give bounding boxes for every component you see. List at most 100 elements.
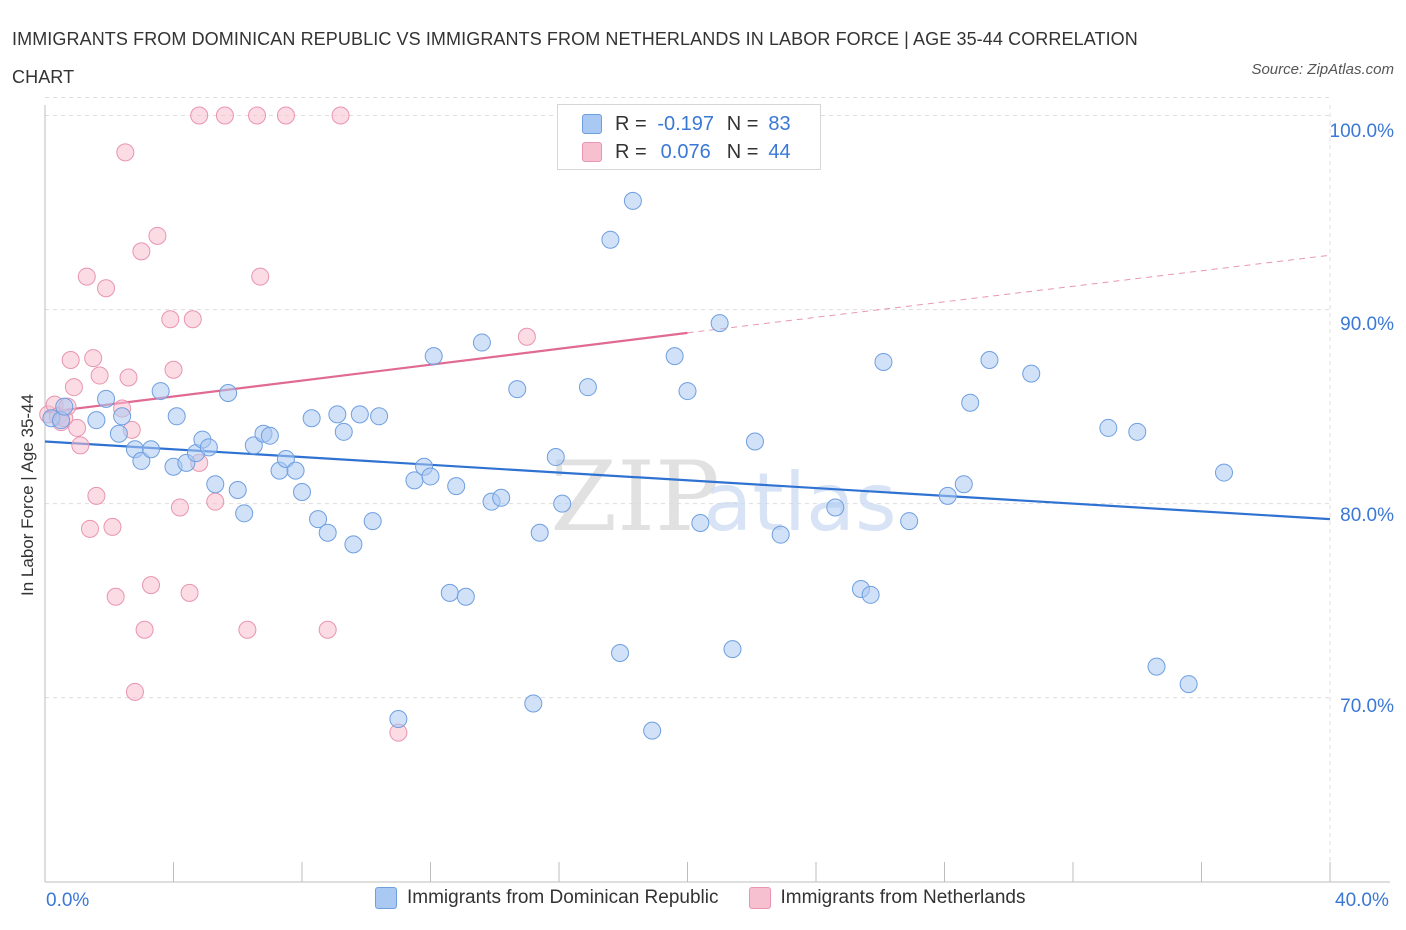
dominican-points <box>42 191 1233 740</box>
point-netherlands <box>71 436 90 455</box>
point-dominican <box>87 411 106 430</box>
point-dominican <box>530 523 549 542</box>
point-netherlands <box>331 106 350 125</box>
point-dominican <box>723 640 742 659</box>
point-dominican <box>665 347 684 366</box>
point-netherlands <box>517 327 536 346</box>
point-dominican <box>1099 418 1118 437</box>
point-dominican <box>508 380 527 399</box>
point-netherlands <box>119 368 138 387</box>
point-dominican <box>861 585 880 604</box>
point-netherlands <box>125 682 144 701</box>
legend-swatch-pink <box>582 142 602 162</box>
legend-r-label: R = <box>615 112 647 135</box>
point-dominican <box>199 438 218 457</box>
point-netherlands <box>276 106 295 125</box>
point-netherlands <box>90 366 109 385</box>
x-tick-40: 40.0% <box>1335 890 1389 911</box>
point-netherlands <box>135 620 154 639</box>
point-dominican <box>167 407 186 426</box>
legend-n-label: N = <box>726 140 759 163</box>
source-label: Source: ZipAtlas.com <box>1251 61 1394 78</box>
trend-line-dominican <box>44 440 1331 521</box>
point-dominican <box>1214 463 1233 482</box>
point-dominican <box>578 378 597 397</box>
point-dominican <box>961 393 980 412</box>
point-netherlands <box>215 106 234 125</box>
point-netherlands <box>251 267 270 286</box>
point-netherlands <box>142 576 161 595</box>
legend-n-value: 44 <box>768 140 791 163</box>
point-dominican <box>350 405 369 424</box>
legend-row-netherlands: R = 0.076 N = 44 <box>582 140 791 164</box>
point-dominican <box>1179 675 1198 694</box>
axes <box>44 105 1390 883</box>
point-dominican <box>623 191 642 210</box>
y-tick-80: 80.0% <box>1340 505 1394 526</box>
legend-r-value: 0.076 <box>660 140 711 163</box>
point-dominican <box>293 482 311 501</box>
point-dominican <box>447 477 466 496</box>
legend-row-dominican: R = -0.197 N = 83 <box>582 112 791 136</box>
legend-r-label: R = <box>615 140 647 163</box>
netherlands-points <box>39 106 536 742</box>
point-netherlands <box>148 226 167 245</box>
point-netherlands <box>68 418 87 437</box>
point-dominican <box>219 384 238 403</box>
point-dominican <box>456 587 475 606</box>
trend-line-netherlands <box>44 331 688 414</box>
point-dominican <box>228 481 247 500</box>
point-dominican <box>309 510 328 529</box>
point-netherlands <box>77 267 96 286</box>
point-netherlands <box>238 620 257 639</box>
y-tick-90: 90.0% <box>1340 314 1394 335</box>
point-dominican <box>472 333 491 352</box>
point-dominican <box>954 475 973 494</box>
point-dominican <box>109 424 128 443</box>
point-netherlands <box>183 310 202 329</box>
chart-title: IMMIGRANTS FROM DOMINICAN REPUBLIC VS IM… <box>12 29 1138 87</box>
trend-lines <box>44 254 1331 521</box>
point-dominican <box>938 486 957 505</box>
trend-line-netherlands-extension <box>687 254 1331 334</box>
point-netherlands <box>180 583 199 602</box>
point-dominican <box>1128 422 1147 441</box>
point-dominican <box>113 407 132 426</box>
point-dominican <box>553 494 572 513</box>
point-dominican <box>97 389 116 408</box>
point-netherlands <box>80 519 99 538</box>
point-dominican <box>389 710 408 729</box>
series-legend-dominican[interactable]: Immigrants from Dominican Republic <box>375 887 719 909</box>
y-axis-label: In Labor Force | Age 35-44 <box>18 394 37 596</box>
point-dominican <box>151 382 170 401</box>
point-dominican <box>55 397 74 416</box>
series-legend-netherlands[interactable]: Immigrants from Netherlands <box>748 887 1025 909</box>
legend-swatch-blue <box>582 114 602 134</box>
point-dominican <box>302 409 321 428</box>
point-dominican <box>710 314 729 333</box>
point-dominican <box>286 461 305 480</box>
point-dominican <box>524 694 543 713</box>
point-dominican <box>745 432 764 451</box>
point-netherlands <box>84 349 103 368</box>
point-dominican <box>334 422 353 441</box>
point-dominican <box>318 523 337 542</box>
point-netherlands <box>206 492 225 511</box>
point-dominican <box>363 512 382 531</box>
point-dominican <box>276 449 295 468</box>
point-dominican <box>260 426 279 445</box>
point-netherlands <box>97 279 116 298</box>
point-dominican <box>370 407 389 426</box>
legend-n-value: 83 <box>768 112 791 135</box>
point-dominican <box>1022 364 1041 383</box>
point-netherlands <box>164 360 183 379</box>
point-netherlands <box>87 486 106 505</box>
watermark-zip: ZIP <box>550 441 719 553</box>
point-netherlands <box>318 620 337 639</box>
point-dominican <box>244 436 263 455</box>
point-dominican <box>440 583 459 602</box>
series-swatch-pink <box>748 887 771 909</box>
point-dominican <box>826 498 845 517</box>
point-dominican <box>874 352 893 371</box>
